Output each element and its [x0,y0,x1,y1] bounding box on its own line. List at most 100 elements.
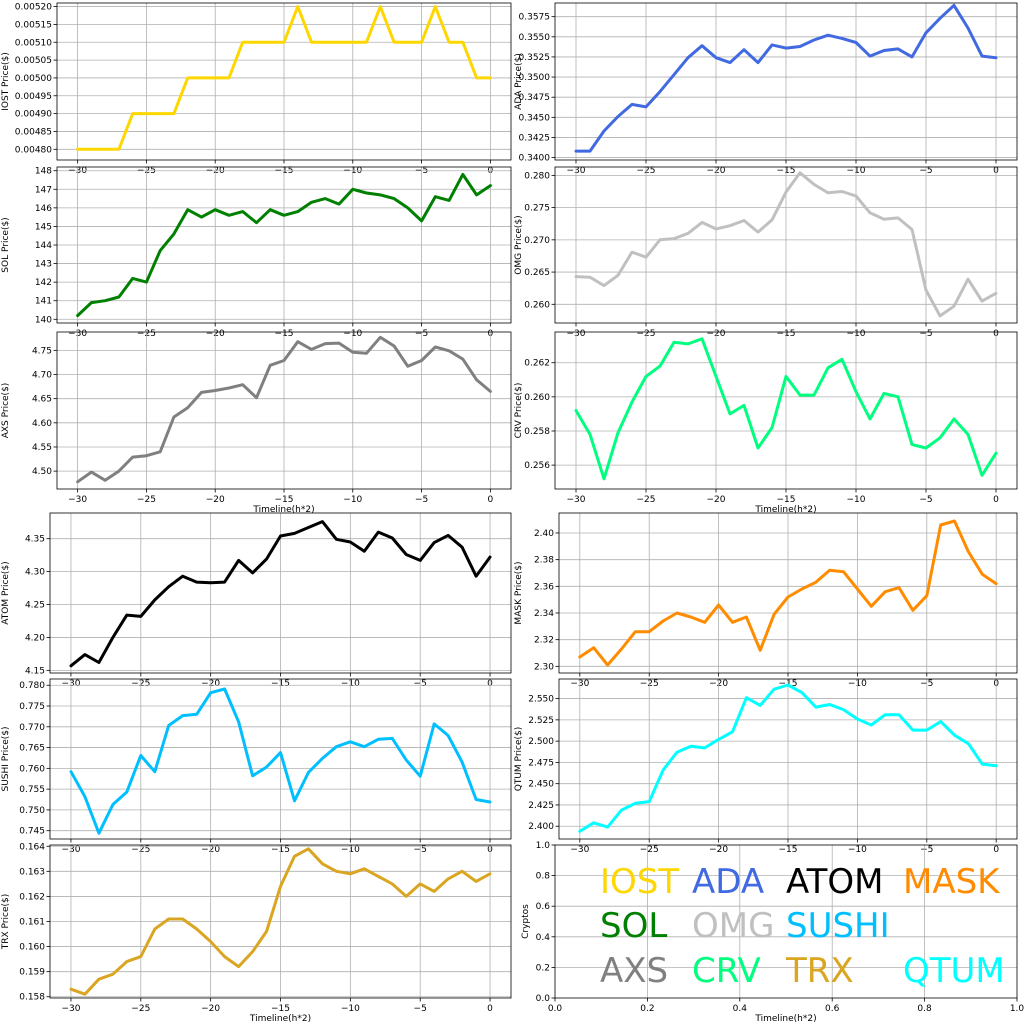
x-tick-label: −10 [848,845,867,855]
y-tick-label: 4.75 [32,346,52,356]
y-tick-label: 2.500 [528,737,554,747]
y-tick-label: 0.262 [524,359,550,369]
y-tick-label: 0.00520 [15,3,52,13]
y-axis-label: CRV Price($) [514,383,524,439]
x-tick-label: −20 [707,495,726,505]
y-tick-label: 0.3475 [519,93,551,103]
x-tick-label: −10 [847,495,866,505]
y-tick-label: 0.275 [524,204,550,214]
axes-frame [56,2,512,161]
x-tick-label: −30 [68,495,87,505]
x-tick-label: 0.2 [640,1004,654,1014]
chart-panel: −30−25−20−15−10−500.2600.2650.2700.2750.… [514,166,1018,339]
chart-panel: 0.0 0.2 0.4 0.6 0.8 1.0 0.0 0.2 0.4 0.6 0.8 1.0 Cryp… [521,841,1024,1024]
y-tick-label: 0.3450 [519,113,551,123]
y-tick-label: 0.162 [19,892,45,902]
x-tick-label: −15 [779,845,798,855]
y-tick-label: 0.6 [536,902,551,912]
y-tick-label: 0.765 [19,744,45,754]
series-line [69,520,492,668]
y-tick-label: 140 [35,315,52,325]
y-tick-label: 0.256 [524,461,550,471]
x-tick-label: 0.0 [548,1004,563,1014]
y-tick-label: 0.00500 [15,74,52,84]
y-tick-label: 4.30 [25,568,45,578]
y-tick-label: 0.2 [536,963,550,973]
chart-panel: −30−25−20−15−10−500.004800.004850.004900… [1,2,512,176]
x-tick-label: −25 [637,495,656,505]
y-tick-label: 2.38 [534,556,554,566]
x-tick-label: 0.8 [917,1004,932,1014]
y-tick-label: 4.15 [25,666,45,676]
y-tick-label: 143 [35,260,52,270]
x-tick-label: −5 [414,1004,427,1014]
x-tick-label: 0 [487,1004,493,1014]
axes-frame [554,331,1018,490]
legend-word: AXS [600,951,668,991]
chart-panel: −30 −25 −20 −15 −10 −5 0 4.50 4.55 4.60 4.65 4.70 4.… [1,331,512,515]
chart-panel: −30 −25 −20 −15 −10 −5 0 0.256 0.258 0.260 0.262 CR… [514,331,1018,515]
series-line [574,337,998,481]
y-axis-label: OMG Price($) [514,215,524,274]
y-tick-label: 2.40 [534,529,554,539]
y-axis-label: TRX Price($) [1,894,11,950]
legend-word: TRX [785,951,854,991]
y-axis-label: QTUM Price($) [514,727,524,792]
y-tick-label: 144 [35,241,52,251]
x-tick-label: −15 [275,495,294,505]
series-line [76,5,492,151]
y-tick-label: 0.00495 [15,92,52,102]
y-axis-label: Cryptos [521,904,531,939]
axes-frame [554,166,1018,324]
y-tick-label: 4.65 [32,395,52,405]
y-tick-label: 0.00515 [15,20,52,30]
y-tick-label: 0.770 [19,723,45,733]
x-tick-label: −25 [640,845,659,855]
legend-word: IOST [600,862,679,902]
y-tick-label: 4.60 [32,419,52,429]
chart-panel: −30−25−20−15−10−500.7450.7500.7550.7600.… [1,678,512,855]
legend-word: QTUM [903,951,1005,991]
legend-word: ATOM [786,862,883,902]
y-tick-label: 0.750 [19,806,45,816]
y-tick-label: 0.265 [524,268,550,278]
chart-panel: −30−25−20−15−10−501401411421431441451461… [1,166,512,339]
y-tick-label: 2.550 [528,695,554,705]
series-line [574,171,998,318]
y-tick-label: 141 [35,297,52,307]
x-tick-label: −15 [271,1004,290,1014]
chart-panel: −30 −25 −20 −15 −10 −5 0 0.158 0.159 0.160 0.161 0.… [1,842,512,1024]
y-tick-label: 0.775 [19,702,45,712]
y-tick-label: 0.258 [524,427,550,437]
y-tick-label: 0.755 [19,785,45,795]
x-tick-label: −20 [201,1004,220,1014]
y-tick-label: 0.161 [19,918,45,928]
series-line [69,847,492,996]
chart-panel: −30−25−20−15−10−502.302.322.342.362.382.… [514,512,1018,689]
y-axis-label: ADA Price($) [514,53,524,110]
y-tick-label: 1.0 [536,841,551,851]
y-tick-label: 0.0 [536,994,551,1004]
x-axis-label: Timeline(h*2) [252,505,314,515]
x-tick-label: −10 [343,495,362,505]
x-tick-label: 0.4 [733,1004,748,1014]
y-axis-label: ATOM Price($) [1,561,11,624]
axes-frame [49,844,512,999]
y-tick-label: 2.450 [528,780,554,790]
y-tick-label: 4.35 [25,535,45,545]
y-tick-label: 2.400 [528,822,554,832]
y-axis-label: IOST Price($) [1,52,11,111]
series-line [76,335,492,484]
axes-frame [554,844,1018,999]
axes-frame [49,512,512,674]
x-tick-label: 0 [993,845,999,855]
y-tick-label: 146 [35,204,52,214]
y-tick-label: 4.55 [32,443,52,453]
x-tick-label: −20 [206,495,225,505]
legend-word: SUSHI [786,906,890,946]
y-tick-label: 0.164 [19,842,45,852]
x-tick-label: −10 [341,1004,360,1014]
chart-panel: −30 −25 −20 −15 −10 −5 0 2.400 2.425 2.450 2.475 2.… [514,678,1018,855]
y-axis-label: SOL Price($) [1,217,11,272]
